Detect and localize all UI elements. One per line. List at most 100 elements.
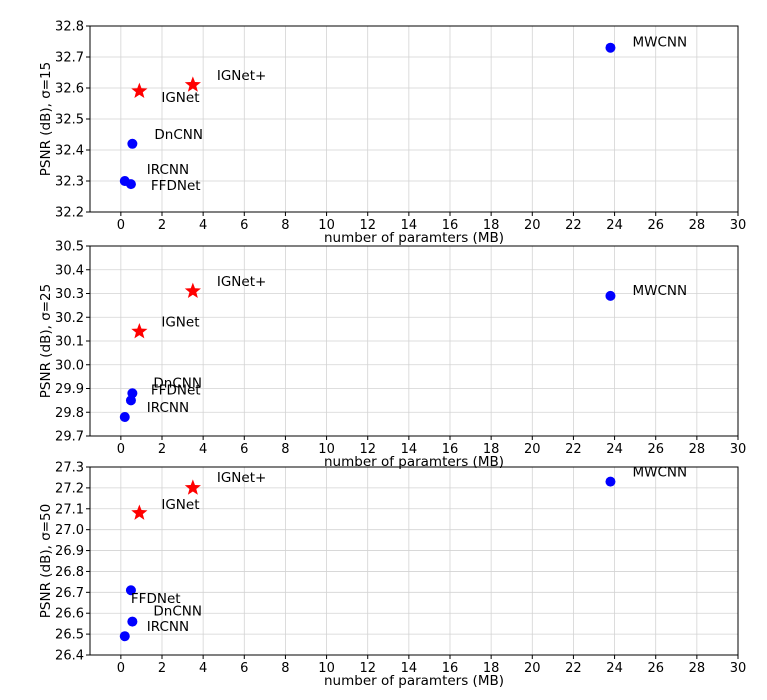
y-tick-label: 29.7 xyxy=(55,430,84,445)
point-label: DnCNN xyxy=(153,375,202,391)
x-tick-label: 16 xyxy=(442,442,459,457)
data-point-ignet-plus: IGNet+ xyxy=(184,68,266,92)
x-tick-label: 22 xyxy=(565,218,582,233)
point-label: IGNet+ xyxy=(217,68,266,84)
point-label: IRCNN xyxy=(147,619,189,635)
star-marker xyxy=(184,76,201,92)
x-tick-label: 4 xyxy=(199,661,207,676)
x-tick-label: 24 xyxy=(606,442,623,457)
circle-marker xyxy=(125,395,136,406)
point-label: MWCNN xyxy=(632,35,687,51)
data-point-ffdnet: FFDNet xyxy=(125,178,201,194)
x-tick-label: 14 xyxy=(401,218,418,233)
y-tick-label: 30.3 xyxy=(55,287,84,302)
x-tick-label: 12 xyxy=(359,442,376,457)
y-tick-label: 26.9 xyxy=(55,544,84,559)
plot-frame xyxy=(89,466,739,656)
x-tick-label: 24 xyxy=(606,661,623,676)
point-label: IRCNN xyxy=(147,400,189,416)
circle-marker xyxy=(127,138,138,149)
panel-2: 0 2 4 6 8 10 12 14 16 18 20 22 24 26 28 3029.729.829.93… xyxy=(38,240,746,471)
panel-3: 0 2 4 6 8 10 12 14 16 18 20 22 24 26 28 3026.426.526.62… xyxy=(38,461,746,690)
x-tick-label: 2 xyxy=(158,661,166,676)
y-tick-label: 26.8 xyxy=(55,565,84,580)
data-point-ircnn: IRCNN xyxy=(119,619,189,642)
x-tick-label: 6 xyxy=(240,661,248,676)
x-tick-label: 28 xyxy=(689,442,706,457)
x-tick-label: 6 xyxy=(240,218,248,233)
point-label: MWCNN xyxy=(632,465,687,481)
x-tick-label: 18 xyxy=(483,442,500,457)
data-point-dncnn: DnCNN xyxy=(127,604,202,627)
y-axis-label: PSNR (dB), σ=15 xyxy=(38,62,54,176)
data-point-ircnn: IRCNN xyxy=(119,400,189,422)
y-tick-label: 27.3 xyxy=(55,461,84,476)
point-label: FFDNet xyxy=(151,382,201,398)
x-tick-label: 10 xyxy=(318,442,335,457)
star-marker xyxy=(131,82,148,98)
x-tick-label: 30 xyxy=(730,442,747,457)
x-tick-label: 22 xyxy=(565,442,582,457)
y-tick-label: 30.2 xyxy=(55,311,84,326)
data-point-mwcnn: MWCNN xyxy=(605,465,687,487)
data-point-ffdnet: FFDNet xyxy=(125,585,181,607)
point-label: DnCNN xyxy=(154,127,203,143)
x-tick-label: 26 xyxy=(647,442,664,457)
y-tick-label: 32.3 xyxy=(55,175,84,190)
point-label: IGNet xyxy=(161,497,199,513)
y-tick-label: 32.5 xyxy=(55,113,84,128)
x-tick-label: 0 xyxy=(117,442,125,457)
x-tick-label: 22 xyxy=(565,661,582,676)
x-tick-label: 12 xyxy=(359,661,376,676)
x-tick-label: 4 xyxy=(199,218,207,233)
point-label: IGNet+ xyxy=(217,274,266,290)
point-label: IGNet xyxy=(161,315,199,331)
x-tick-label: 20 xyxy=(524,661,541,676)
y-tick-label: 30.0 xyxy=(55,358,84,373)
star-marker xyxy=(131,504,148,520)
circle-marker xyxy=(127,616,138,627)
x-tick-label: 0 xyxy=(117,661,125,676)
x-axis-label: number of paramters (MB) xyxy=(324,230,504,246)
star-marker xyxy=(131,323,148,339)
point-label: FFDNet xyxy=(131,591,181,607)
x-tick-label: 2 xyxy=(158,442,166,457)
y-tick-label: 32.8 xyxy=(55,20,84,35)
data-point-mwcnn: MWCNN xyxy=(605,283,687,301)
y-tick-label: 29.9 xyxy=(55,382,84,397)
point-label: IGNet xyxy=(161,90,199,106)
data-point-mwcnn: MWCNN xyxy=(605,35,687,53)
data-point-ffdnet: FFDNet xyxy=(125,382,201,406)
y-tick-label: 32.4 xyxy=(55,144,84,159)
star-marker xyxy=(184,479,201,495)
x-tick-label: 6 xyxy=(240,442,248,457)
circle-marker xyxy=(119,412,130,422)
y-tick-label: 29.8 xyxy=(55,406,84,421)
circle-marker xyxy=(125,585,136,596)
y-tick-label: 30.5 xyxy=(55,240,84,255)
x-tick-label: 18 xyxy=(483,218,500,233)
y-tick-label: 30.4 xyxy=(55,263,84,278)
x-tick-label: 0 xyxy=(117,218,125,233)
circle-marker xyxy=(605,476,616,487)
panel-1: 0 2 4 6 8 10 12 14 16 18 20 22 24 26 28 3032.232.332.43… xyxy=(38,20,746,247)
x-tick-label: 8 xyxy=(281,442,289,457)
y-tick-label: 26.4 xyxy=(55,649,84,664)
x-tick-label: 10 xyxy=(318,218,335,233)
x-tick-label: 14 xyxy=(401,661,418,676)
point-label: IGNet+ xyxy=(217,470,266,486)
point-label: FFDNet xyxy=(151,178,201,194)
y-axis-label: PSNR (dB), σ=25 xyxy=(38,284,54,398)
y-tick-label: 30.1 xyxy=(55,335,84,350)
y-tick-label: 27.0 xyxy=(55,523,84,538)
x-tick-label: 30 xyxy=(730,218,747,233)
point-label: MWCNN xyxy=(632,283,687,299)
x-tick-label: 30 xyxy=(730,661,747,676)
x-tick-label: 24 xyxy=(606,218,623,233)
y-tick-label: 32.2 xyxy=(55,206,84,221)
y-axis-label: PSNR (dB), σ=50 xyxy=(38,504,54,618)
x-tick-label: 26 xyxy=(647,218,664,233)
circle-marker xyxy=(125,179,136,190)
circle-marker xyxy=(605,290,616,301)
